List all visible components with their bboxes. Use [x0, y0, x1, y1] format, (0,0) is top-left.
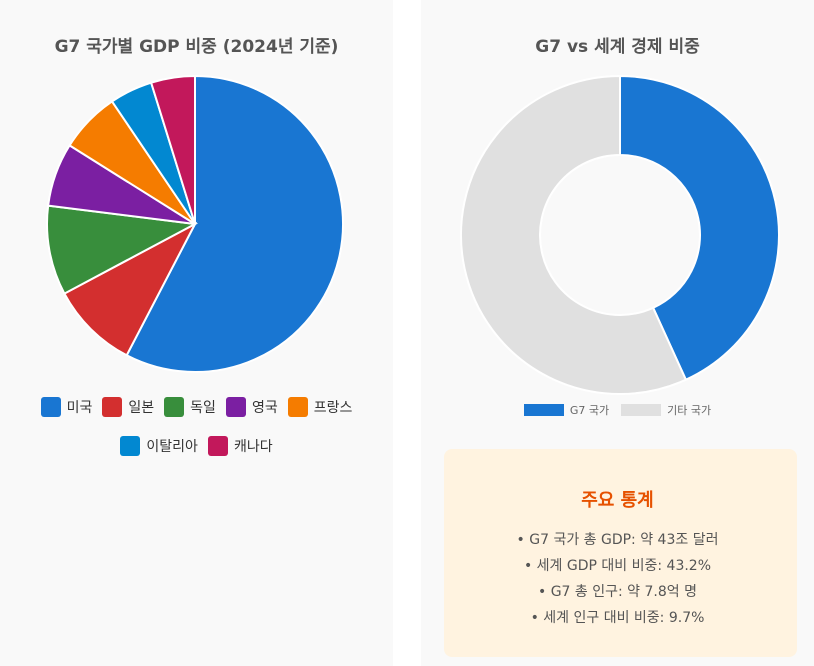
gdp-pie-legend-label: 일본	[128, 400, 155, 416]
world-share-panel: G7 vs 세계 경제 비중 G7 국가 기타 국가 주요 통계 • G7 국가 …	[421, 0, 814, 666]
gdp-pie-legend-label: 프랑스	[313, 400, 353, 416]
stats-box	[444, 449, 797, 657]
gdp-pie-slice-3	[46, 204, 199, 295]
pie-chart-title: G7 국가별 GDP 비중 (2024년 기준)	[54, 37, 339, 57]
gdp-pie-legend-item-4[interactable]: 영국	[225, 397, 278, 417]
stats-title: 주요 통계	[581, 490, 654, 511]
gdp-pie-slice-1	[125, 74, 344, 373]
stat-total-gdp: • G7 국가 총 GDP: 약 43조 달러	[516, 532, 719, 548]
gdp-pie-slice-7	[149, 74, 196, 225]
gdp-pie-legend-item-1[interactable]: 미국	[40, 397, 93, 417]
gdp-share-panel: G7 국가별 GDP 비중 (2024년 기준) 미국 일본 독일 영국 프랑스 이탈리…	[0, 0, 393, 666]
world-donut-legend-swatch	[523, 404, 564, 416]
stat-population: • G7 총 인구: 약 7.8억 명	[538, 584, 697, 600]
gdp-pie-legend-label: 독일	[190, 400, 216, 416]
pie-legend-row-2: 이탈리아 캐나다	[0, 436, 393, 456]
stat-population-share: • 세계 인구 대비 비중: 9.7%	[530, 610, 705, 626]
gdp-pie-legend-item-2[interactable]: 일본	[102, 397, 154, 417]
gdp-pie-legend-label: 캐나다	[233, 439, 273, 455]
gdp-pie-chart	[46, 74, 344, 373]
gdp-pie-legend-label: 이탈리아	[146, 439, 198, 455]
gdp-pie-legend-swatch	[40, 397, 61, 417]
world-donut-slice-1	[619, 74, 780, 382]
stat-gdp-share: • 세계 GDP 대비 비중: 43.2%	[523, 558, 712, 574]
gdp-pie-legend-swatch	[207, 436, 228, 456]
gdp-pie-legend-label: 미국	[66, 400, 93, 416]
world-donut-legend-swatch	[621, 404, 662, 416]
world-donut-legend-label: G7 국가	[569, 404, 610, 417]
gdp-pie-legend-swatch	[120, 436, 141, 456]
gdp-pie-legend-swatch	[287, 397, 308, 417]
gdp-pie-legend-swatch	[164, 397, 185, 417]
world-donut-legend-item-2[interactable]: 기타 국가	[621, 402, 711, 418]
gdp-pie-legend-item-7[interactable]: 캐나다	[207, 436, 273, 456]
donut-chart-title: G7 vs 세계 경제 비중	[535, 37, 700, 57]
world-donut-slice-2	[460, 74, 688, 395]
world-donut-legend-item-1[interactable]: G7 국가	[523, 402, 610, 418]
pie-legend-row-1: 미국 일본 독일 영국 프랑스	[0, 397, 393, 417]
gdp-pie-legend-item-5[interactable]: 프랑스	[287, 397, 353, 417]
gdp-pie-legend-label: 영국	[251, 400, 278, 416]
gdp-pie-slice-2	[63, 221, 198, 357]
gdp-pie-legend-swatch	[102, 397, 123, 417]
gdp-pie-legend-item-3[interactable]: 독일	[164, 397, 216, 417]
gdp-pie-legend-item-6[interactable]: 이탈리아	[120, 436, 198, 456]
world-donut-legend-label: 기타 국가	[667, 404, 712, 417]
gdp-pie-legend-swatch	[225, 397, 246, 417]
world-donut-chart	[460, 74, 780, 395]
donut-legend: G7 국가 기타 국가	[421, 402, 814, 418]
